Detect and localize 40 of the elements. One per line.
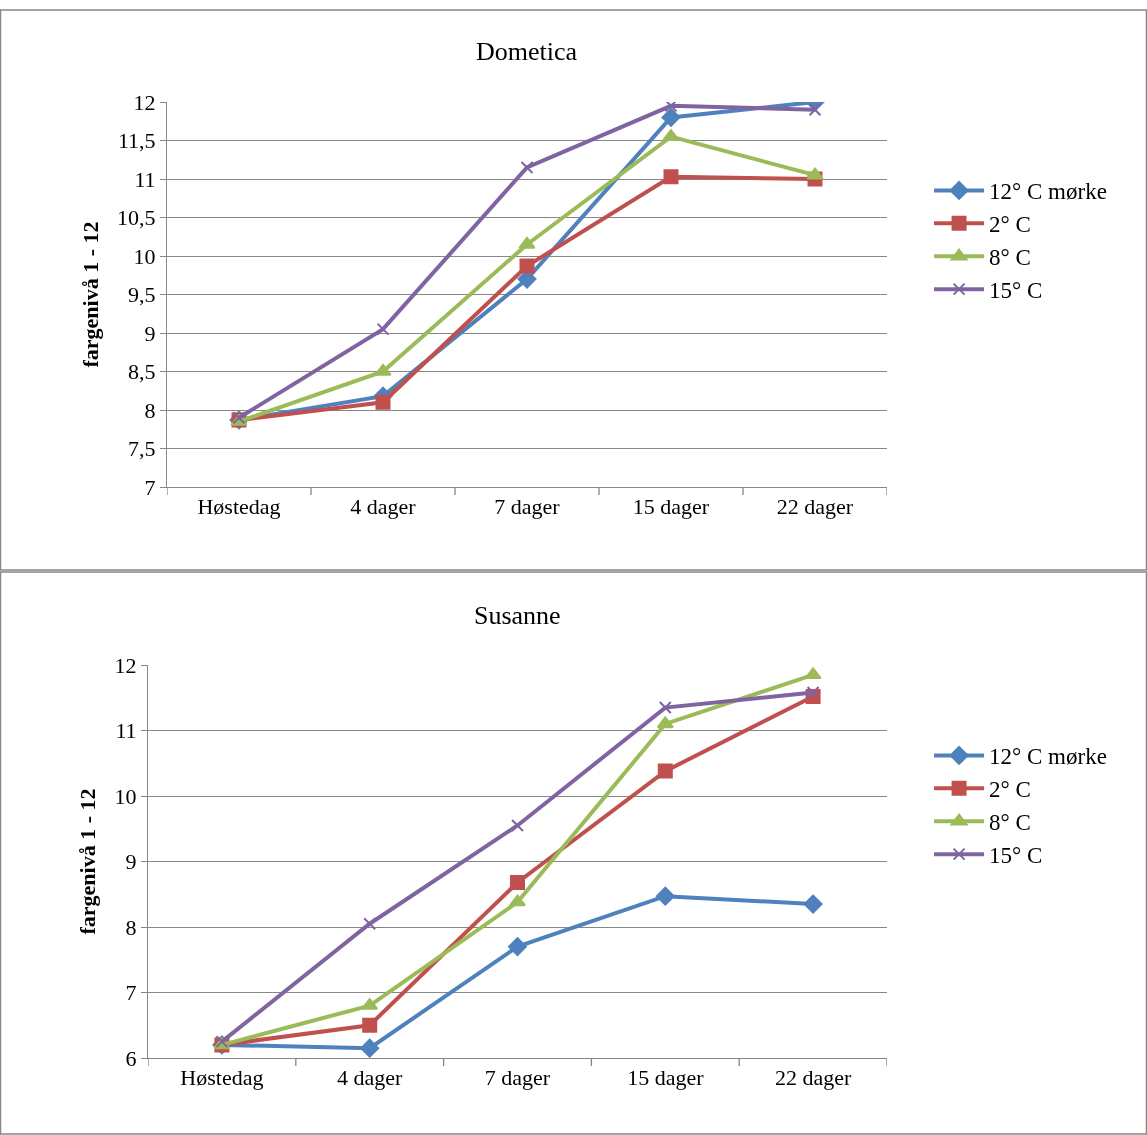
x-tick-label: 4 dager: [350, 494, 417, 520]
chart-title: Susanne: [474, 601, 561, 630]
y-tick-label: 8: [125, 914, 137, 940]
y-tick-label: 9: [144, 320, 156, 346]
y-tick-label: 10,5: [117, 205, 156, 231]
legend-label: 15° C: [989, 843, 1043, 869]
y-tick-label: 12: [114, 652, 137, 678]
legend-label: 2° C: [989, 777, 1031, 803]
legend-label: 12° C mørke: [989, 744, 1107, 770]
chart-title: Dometica: [476, 37, 578, 66]
y-axis-title: fargenivå 1 - 12: [75, 788, 101, 935]
legend-label: 8° C: [989, 810, 1031, 836]
y-tick-label: 7: [144, 474, 156, 500]
y-tick-label: 7,5: [128, 436, 156, 462]
x-tick-label: 4 dager: [337, 1065, 404, 1091]
y-tick-label: 8: [144, 397, 156, 423]
y-tick-label: 12: [133, 89, 156, 115]
y-tick-label: 7: [125, 980, 137, 1006]
y-tick-label: 11: [134, 166, 156, 192]
y-tick-label: 9: [125, 849, 137, 875]
legend-label: 2° C: [989, 212, 1031, 238]
y-tick-label: 6: [125, 1045, 137, 1071]
x-tick-label: 22 dager: [774, 1065, 852, 1091]
legend-label: 15° C: [989, 278, 1043, 304]
y-axis-title: fargenivå 1 - 12: [77, 221, 103, 368]
x-tick-label: 7 dager: [494, 494, 561, 520]
y-tick-label: 9,5: [128, 282, 156, 308]
y-tick-label: 11: [115, 718, 137, 744]
legend-label: 12° C mørke: [989, 179, 1107, 205]
x-tick-label: Høstedag: [197, 494, 281, 520]
x-tick-label: 7 dager: [484, 1065, 551, 1091]
y-tick-label: 11,5: [117, 128, 156, 154]
x-tick-label: 15 dager: [627, 1065, 705, 1091]
y-tick-label: 10: [114, 783, 137, 809]
x-tick-label: Høstedag: [180, 1065, 264, 1091]
legend-label: 8° C: [989, 245, 1031, 271]
x-tick-label: 22 dager: [776, 494, 854, 520]
y-tick-label: 8,5: [128, 359, 156, 385]
y-tick-label: 10: [133, 243, 156, 269]
x-tick-label: 15 dager: [632, 494, 710, 520]
